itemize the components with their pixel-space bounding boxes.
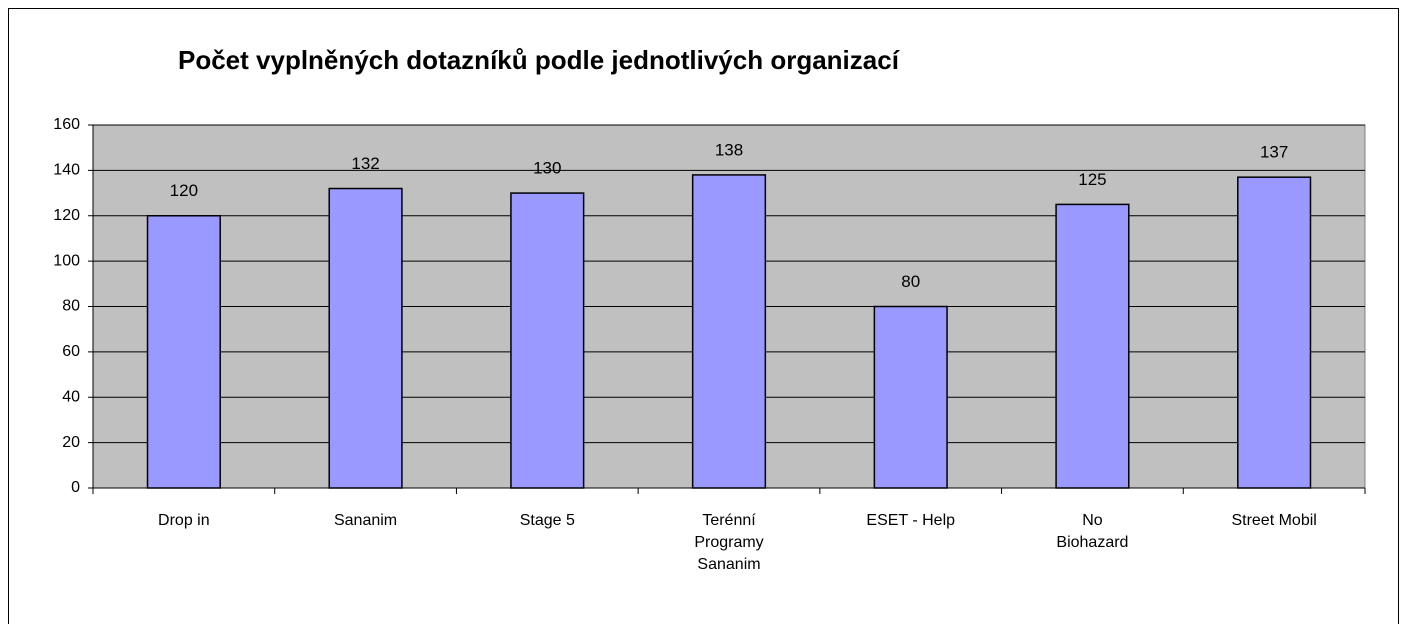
bar (328, 187, 403, 489)
data-label: 138 (715, 140, 743, 159)
bar (146, 215, 221, 489)
x-tick-label: Stage 5 (519, 512, 575, 529)
y-tick-label: 60 (62, 343, 80, 360)
bar (510, 192, 585, 489)
data-label: 130 (533, 159, 561, 178)
data-label: 132 (351, 154, 379, 173)
bar (873, 305, 948, 489)
bar (1055, 203, 1130, 489)
bar (691, 174, 767, 489)
y-tick-label: 160 (53, 116, 80, 133)
y-tick-label: 100 (53, 252, 80, 269)
data-label: 125 (1078, 170, 1106, 189)
x-tick-label: No Biohazard (1056, 512, 1129, 551)
y-tick-label: 80 (62, 298, 80, 315)
y-tick-label: 140 (53, 162, 80, 179)
x-tick-label: Sananim (333, 512, 398, 529)
x-tick-label: Street Mobil (1231, 512, 1317, 529)
x-tick-label: ESET - Help (866, 512, 956, 529)
y-tick-label: 20 (62, 434, 80, 451)
y-tick-label: 40 (62, 388, 80, 405)
data-label: 137 (1260, 143, 1288, 162)
data-label: 80 (901, 272, 920, 291)
data-label: 120 (170, 181, 198, 200)
x-tick-label: Drop in (158, 512, 210, 529)
bar (1237, 176, 1312, 489)
x-tick-label: Terénní Programy Sananim (694, 512, 764, 573)
chart-title: Počet vyplněných dotazníků podle jednotl… (178, 45, 900, 75)
y-tick-label: 0 (71, 479, 80, 496)
y-tick-label: 120 (53, 207, 80, 224)
